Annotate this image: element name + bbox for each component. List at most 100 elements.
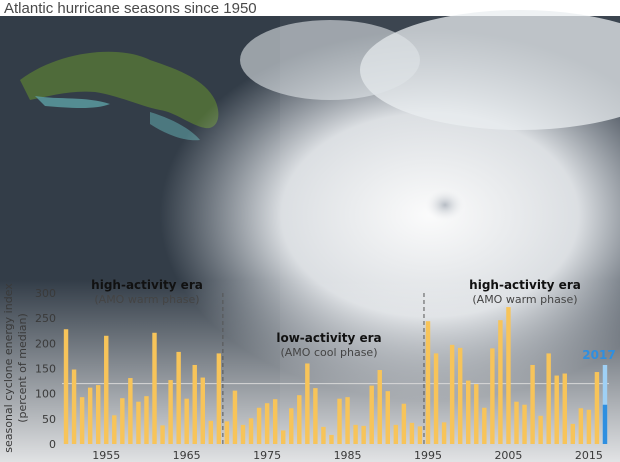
bar-1998: [449, 344, 455, 444]
bar-1999: [457, 347, 463, 444]
bar-1952: [79, 397, 85, 444]
bar-2005: [506, 307, 511, 444]
bar-1964: [176, 351, 181, 444]
x-tick-label: 1995: [414, 449, 442, 462]
bar-1957: [120, 398, 125, 444]
bar-1990: [385, 391, 390, 444]
bar-2013: [570, 423, 576, 444]
bar-1956: [112, 415, 117, 444]
bar-1959: [136, 401, 141, 444]
era-subtitle: (AMO cool phase): [280, 346, 377, 359]
x-tick-label: 1975: [253, 449, 281, 462]
bar-1994: [417, 426, 423, 444]
bar-1977: [281, 430, 286, 444]
x-tick-label: 2005: [494, 449, 522, 462]
era-subtitle: (AMO warm phase): [94, 293, 199, 306]
bar-1989: [377, 370, 382, 444]
bar-1965: [184, 398, 189, 444]
x-tick-label: 2015: [575, 449, 603, 462]
bar-1981: [313, 388, 318, 444]
highlight-label: 2017: [582, 348, 615, 362]
bar-1983: [329, 434, 334, 444]
y-tick-label: 50: [42, 413, 56, 426]
bar-2017: [602, 364, 608, 444]
y-tick-label: 0: [49, 438, 56, 451]
bar-1984: [337, 398, 342, 444]
bar-1953: [87, 387, 93, 444]
bar-2001: [474, 384, 479, 444]
y-axis-sublabel: (percent of median): [16, 313, 29, 423]
bar-1961: [152, 332, 157, 444]
y-tick-label: 150: [35, 363, 56, 376]
bar-2006: [514, 401, 519, 444]
bar-1963: [168, 380, 173, 444]
y-tick-label: 100: [35, 388, 56, 401]
bar-2004: [498, 320, 503, 444]
bar-1968: [208, 420, 214, 444]
era-title: high-activity era: [469, 278, 581, 292]
bar-1988: [369, 385, 374, 444]
bar-1980: [305, 363, 310, 444]
bar-1967: [200, 377, 205, 444]
era-title: high-activity era: [91, 278, 203, 292]
bar-1987: [361, 425, 366, 444]
chart-axes: 0 50 100 150 200 250 300 1955 1965 1975 1985 1995 20…: [35, 287, 603, 462]
bar-1958: [128, 378, 133, 444]
bar-1996: [433, 353, 439, 444]
bar-2009: [538, 415, 543, 444]
bar-series: [63, 307, 608, 444]
bar-1991: [393, 424, 399, 444]
bar-2017-portion: [602, 404, 608, 444]
y-tick-label: 300: [35, 287, 56, 300]
bar-2002: [482, 407, 487, 444]
y-tick-label: 200: [35, 337, 56, 350]
bar-2015: [586, 409, 592, 444]
x-tick-label: 1955: [92, 449, 120, 462]
bar-1997: [441, 422, 447, 444]
bar-1982: [321, 426, 326, 444]
bar-1950: [63, 329, 69, 444]
x-tick-label: 1985: [334, 449, 362, 462]
bar-1955: [104, 335, 109, 444]
bar-1973: [248, 418, 254, 444]
bar-2011: [554, 375, 559, 444]
y-tick-label: 250: [35, 312, 56, 325]
bar-1986: [353, 424, 358, 444]
bar-1971: [232, 390, 238, 444]
bar-1978: [289, 408, 294, 444]
bar-1960: [144, 396, 149, 444]
era-subtitle: (AMO warm phase): [472, 293, 577, 306]
bar-1972: [240, 424, 246, 444]
bar-2007: [522, 404, 527, 444]
bar-1992: [401, 403, 407, 444]
chart-title: Atlantic hurricane seasons since 1950: [4, 0, 257, 17]
bar-1962: [160, 425, 165, 444]
bar-1979: [297, 395, 302, 444]
bar-2008: [530, 364, 535, 444]
era-title: low-activity era: [276, 331, 381, 345]
bar-1995: [425, 321, 431, 444]
bar-2000: [466, 380, 471, 444]
bar-1976: [272, 399, 278, 444]
bar-1993: [409, 422, 415, 444]
bar-1954: [95, 385, 101, 444]
bar-1974: [256, 407, 262, 444]
bar-2014: [578, 408, 584, 444]
bar-1969: [216, 353, 222, 444]
bar-2016: [594, 372, 600, 444]
bar-1985: [345, 397, 350, 444]
bar-1951: [71, 369, 77, 444]
bar-1970: [224, 421, 230, 444]
chart-grid: [62, 293, 609, 444]
bar-2010: [546, 353, 551, 444]
bar-1966: [192, 364, 197, 444]
bar-2003: [490, 348, 495, 444]
y-axis-label: seasonal cyclone energy index: [2, 283, 15, 453]
bar-1975: [264, 403, 270, 444]
bar-2012: [562, 373, 567, 444]
x-tick-label: 1965: [173, 449, 201, 462]
